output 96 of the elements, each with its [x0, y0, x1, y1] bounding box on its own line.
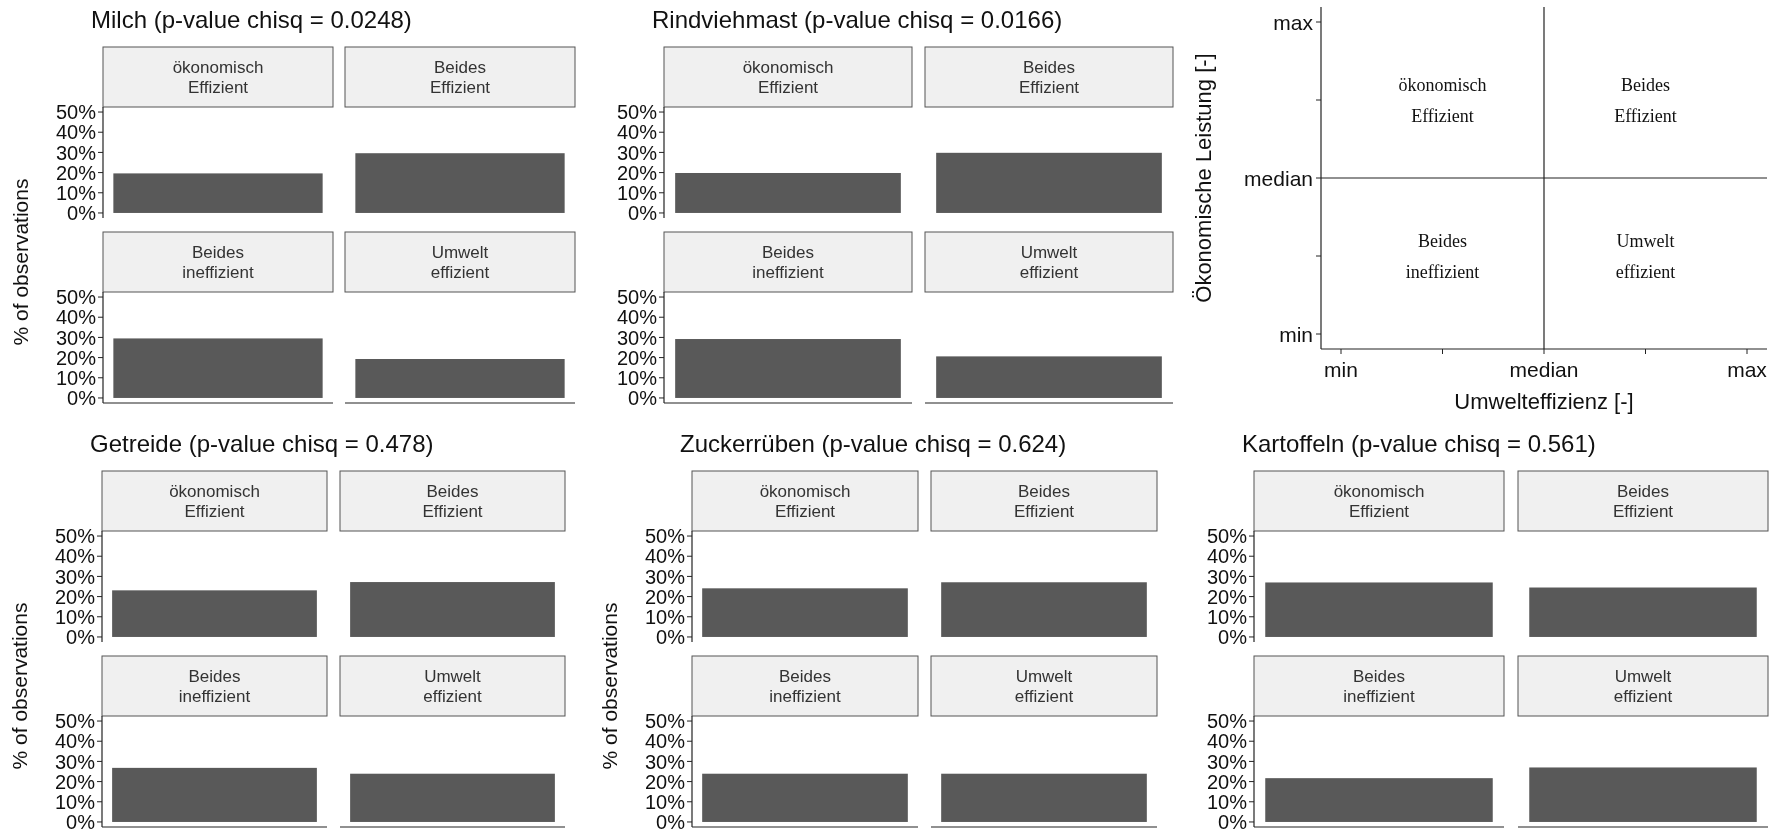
x-tick-label: Beides ineffizient: [752, 243, 825, 282]
y-tick-label: 40%: [616, 306, 658, 329]
y-tick-label: 50%: [644, 525, 686, 548]
chart-title: Zuckerrüben (p-value chisq = 0.624): [680, 430, 1067, 457]
x-tick-label: Beides Effizient: [1013, 482, 1075, 521]
y-tick-label: 30%: [1206, 750, 1248, 773]
y-tick-label: 0%: [1218, 811, 1248, 834]
y-tick-label: 10%: [644, 605, 686, 628]
x-tick-label: Umwelt effizient: [423, 667, 482, 706]
y-tick-label: 40%: [644, 545, 686, 568]
y-tick-label: 30%: [616, 326, 658, 349]
y-tick-label: 50%: [55, 101, 97, 124]
y-tick-label: 20%: [54, 585, 96, 608]
y-tick-label: 20%: [54, 770, 96, 793]
x-tick-label: Beides Effizient: [1612, 482, 1674, 521]
y-tick-label: 10%: [54, 605, 96, 628]
x-tick-label: Beides Effizient: [1018, 58, 1080, 97]
y-tick-label: 20%: [55, 346, 97, 369]
y-tick-label: 0%: [628, 202, 658, 225]
y-tick-label: 10%: [644, 790, 686, 813]
y-tick-label: 0%: [66, 811, 96, 834]
y-tick-label: 0%: [67, 202, 97, 225]
y-axis-title: % of observations: [598, 602, 621, 770]
x-tick-label: ökonomisch Effizient: [742, 58, 834, 97]
y-tick-label: 20%: [616, 346, 658, 369]
chart-title: Rindviehmast (p-value chisq = 0.0166): [652, 6, 1063, 33]
y-tick-label: 0%: [656, 811, 686, 834]
y-tick-label: 10%: [54, 790, 96, 813]
y-tick-label: 20%: [55, 161, 97, 184]
y-tick-label: 50%: [616, 286, 658, 309]
x-tick-label: ökonomisch Effizient: [759, 482, 851, 521]
y-tick-label: 30%: [55, 326, 97, 349]
y-tick-label: 0%: [656, 626, 686, 649]
y-tick-label: 0%: [67, 387, 97, 410]
y-tick-label: 50%: [616, 101, 658, 124]
y-tick-label: 40%: [54, 730, 96, 753]
y-tick-label: 10%: [55, 366, 97, 389]
y-tick-label: 10%: [1206, 605, 1248, 628]
y-tick-label: 30%: [1206, 565, 1248, 588]
x-tick-label: Beides ineffizient: [769, 667, 842, 706]
y-tick-label: 50%: [55, 286, 97, 309]
y-tick-label: 40%: [616, 121, 658, 144]
y-tick-label: 50%: [1206, 710, 1248, 733]
text: Ökonomische Leistung [-]: [1191, 53, 1216, 303]
y-axis-title: % of observations: [9, 178, 32, 346]
x-tick-label: ökonomisch Effizient: [172, 58, 264, 97]
y-tick-label: 50%: [1206, 525, 1248, 548]
text: median: [1244, 166, 1313, 190]
y-tick-label: 40%: [54, 545, 96, 568]
text: max: [1273, 10, 1314, 34]
y-tick-label: 20%: [1206, 770, 1248, 793]
x-tick-label: Umwelt effizient: [430, 243, 490, 282]
y-tick-label: 0%: [66, 626, 96, 649]
y-tick-label: 40%: [55, 121, 97, 144]
y-tick-label: 20%: [644, 770, 686, 793]
y-tick-label: 30%: [55, 141, 97, 164]
y-tick-label: 40%: [55, 306, 97, 329]
y-tick-label: 20%: [644, 585, 686, 608]
x-tick-label: Umwelt effizient: [1014, 667, 1074, 706]
y-tick-label: 10%: [1206, 790, 1248, 813]
y-tick-label: 10%: [616, 366, 658, 389]
y-tick-label: 20%: [1206, 585, 1248, 608]
x-tick-label: ökonomisch Effizient: [1333, 482, 1425, 521]
text: min: [1279, 322, 1313, 346]
y-tick-label: 30%: [54, 750, 96, 773]
x-tick-label: Beides Effizient: [429, 58, 491, 97]
category-label: median: [1509, 358, 1579, 381]
y-tick-label: 30%: [616, 141, 658, 164]
category-label: max: [1727, 358, 1768, 381]
text: Umwelteffizienz [-]: [1454, 389, 1634, 414]
x-tick-label: Umwelt effizient: [1613, 667, 1673, 706]
chart-title: Kartoffeln (p-value chisq = 0.561): [1242, 430, 1596, 457]
y-axis-title: % of observations: [8, 602, 31, 770]
y-tick-label: 0%: [628, 387, 658, 410]
x-tick-label: Umwelt effizient: [1019, 243, 1079, 282]
y-tick-label: 10%: [55, 181, 97, 204]
x-tick-label: Beides ineffizient: [1343, 667, 1416, 706]
y-tick-label: 40%: [1206, 730, 1248, 753]
y-tick-label: 10%: [616, 181, 658, 204]
y-tick-label: 50%: [644, 710, 686, 733]
y-tick-label: 50%: [54, 525, 96, 548]
chart-title: Getreide (p-value chisq = 0.478): [90, 430, 434, 457]
y-tick-label: 0%: [1218, 626, 1248, 649]
y-tick-label: 50%: [54, 710, 96, 733]
x-tick-label: Beides ineffizient: [182, 243, 255, 282]
y-tick-label: 30%: [644, 750, 686, 773]
y-tick-label: 30%: [644, 565, 686, 588]
y-tick-label: 20%: [616, 161, 658, 184]
x-tick-label: Beides ineffizient: [178, 667, 251, 706]
category-label: min: [1324, 358, 1358, 381]
y-tick-label: 40%: [1206, 545, 1248, 568]
x-tick-label: ökonomisch Effizient: [169, 482, 260, 521]
y-tick-label: 40%: [644, 730, 686, 753]
chart-title: Milch (p-value chisq = 0.0248): [91, 6, 412, 33]
x-tick-label: Beides Effizient: [422, 482, 483, 521]
y-tick-label: 30%: [54, 565, 96, 588]
